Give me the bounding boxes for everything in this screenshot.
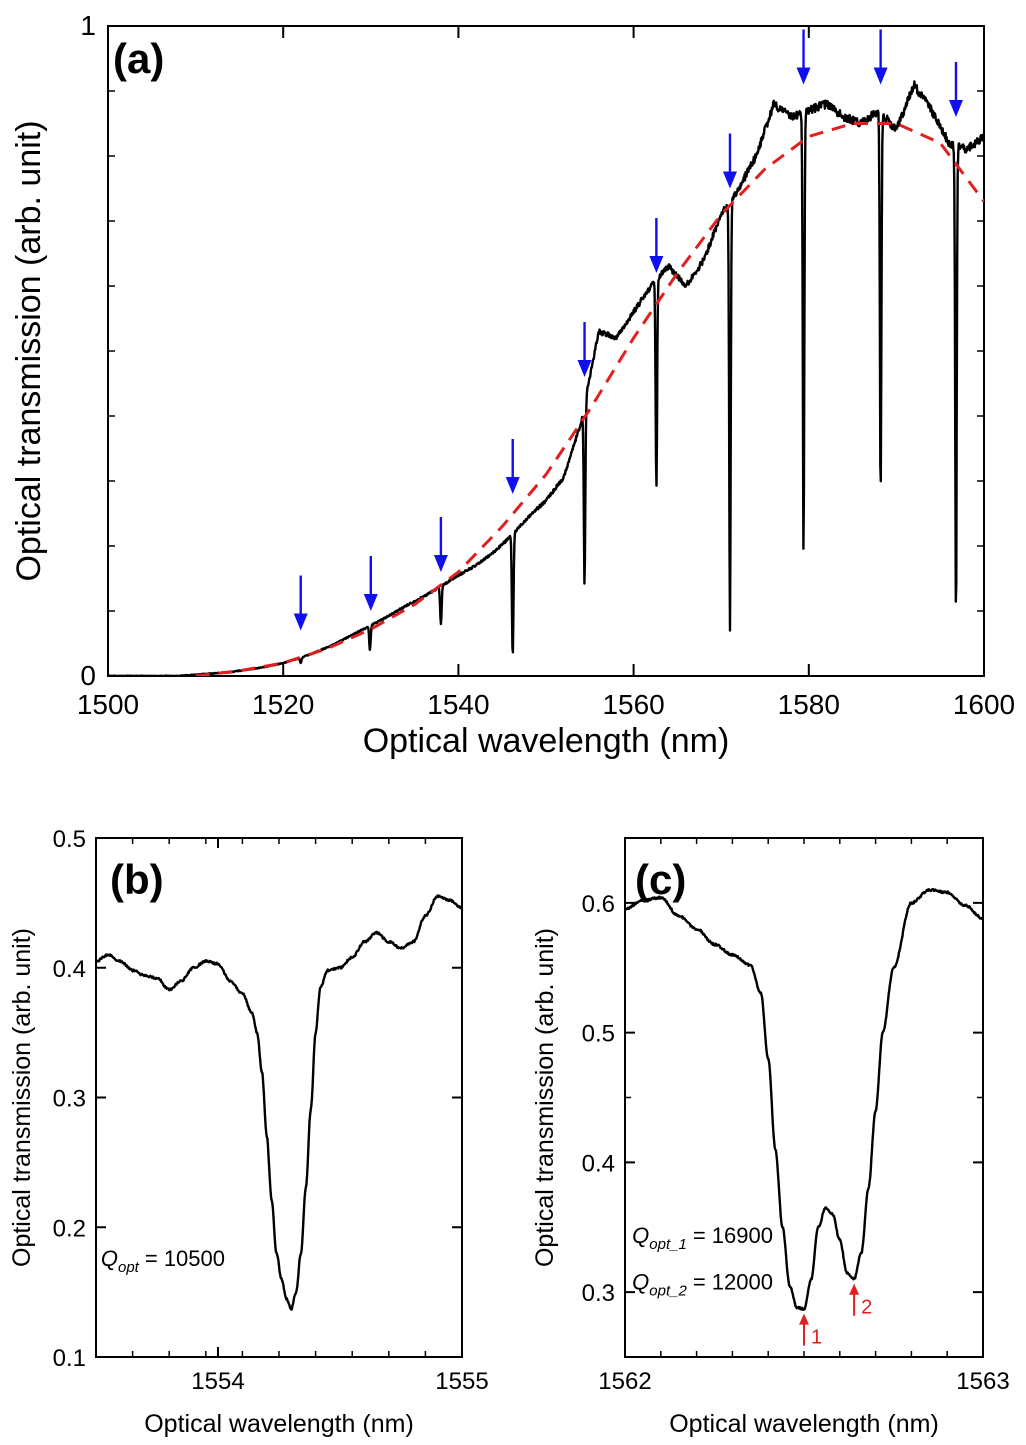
x-axis-title: Optical wavelength (nm) (669, 1410, 939, 1438)
resonance-arrow-head (873, 67, 888, 85)
resonance-arrow-head (433, 555, 448, 572)
plot-area (96, 894, 462, 1311)
q-symbol: Q (632, 1223, 649, 1248)
q-value: = 10500 (145, 1246, 225, 1271)
y-tick-label: 0.4 (53, 956, 86, 983)
resonance-arrow-head (293, 613, 308, 631)
resonance-arrow-head (796, 67, 811, 85)
panel-label: (b) (110, 856, 164, 903)
x-axis-title: Optical wavelength (nm) (363, 722, 730, 760)
x-tick-label: 1554 (191, 1368, 244, 1395)
y-axis-title: Optical transmission (arb. unit) (8, 928, 36, 1267)
transmission-trace (96, 894, 462, 1311)
y-tick-label: 0.5 (582, 1021, 615, 1048)
x-tick-label: 1562 (598, 1368, 651, 1395)
plot-area (108, 80, 984, 676)
panel-label: (c) (635, 856, 686, 903)
resonance-arrow-head (948, 100, 963, 117)
y-tick-label: 0.2 (53, 1215, 86, 1242)
plot-area (625, 888, 983, 1311)
x-tick-label: 1600 (953, 689, 1015, 720)
fit-curve (195, 122, 984, 676)
y-tick-label: 0.4 (582, 1150, 615, 1177)
y-axis-title: Optical transmission (arb. unit) (531, 928, 559, 1267)
panel-c: 1562 1563 0.3 0.4 0.5 0.6 Optical wavelength (… (531, 837, 1010, 1438)
plot-frame (95, 837, 463, 1358)
panel-b: 1554 1555 0.1 0.2 0.3 0.4 0.5 Optical wavelengt… (8, 826, 489, 1438)
x-tick-label: 1580 (778, 689, 840, 720)
y-axis-title: Optical transmission (arb. unit) (10, 120, 48, 581)
y-tick-label: 0 (80, 660, 96, 691)
q-subscript: opt_1 (649, 1236, 687, 1253)
resonance-arrow-head (649, 256, 664, 273)
y-tick-label: 0.3 (53, 1086, 86, 1113)
y-tick-label: 0.6 (582, 891, 615, 918)
q-value: = 12000 (693, 1270, 773, 1295)
transmission-trace (108, 80, 984, 676)
y-tick-label: 0.1 (53, 1345, 86, 1372)
y-tick-label: 1 (80, 10, 96, 41)
q-factor-label: Qopt_2 = 12000 (632, 1270, 773, 1300)
x-tick-label: 1560 (602, 689, 664, 720)
q-factor-label: Qopt_1 = 16900 (632, 1223, 773, 1253)
resonance-arrow-head (577, 360, 592, 377)
x-tick-label: 1500 (77, 689, 139, 720)
resonance-arrow-head (722, 171, 737, 189)
y-tick-label: 0.5 (53, 826, 86, 853)
x-tick-label: 1540 (427, 689, 489, 720)
mode-arrow-head (799, 1313, 809, 1325)
x-tick-label: 1563 (956, 1368, 1009, 1395)
q-factor-label: Qopt = 10500 (101, 1246, 225, 1276)
x-axis-title: Optical wavelength (nm) (144, 1410, 414, 1438)
q-subscript: opt (118, 1259, 140, 1276)
q-subscript: opt_2 (649, 1283, 687, 1300)
transmission-trace (625, 888, 983, 1311)
q-symbol: Q (632, 1270, 649, 1295)
resonance-arrow-head (363, 594, 378, 611)
mode-arrow-label: 1 (811, 1327, 822, 1349)
x-tick-label: 1520 (252, 689, 314, 720)
q-symbol: Q (101, 1246, 118, 1271)
q-value: = 16900 (693, 1223, 773, 1248)
panel-a: 1500 1520 1540 1560 1580 1600 0 1 Optical wavele… (10, 10, 1015, 760)
x-tick-label: 1555 (435, 1368, 488, 1395)
mode-arrow-label: 2 (861, 1297, 872, 1319)
mode-arrow-head (849, 1283, 860, 1295)
y-tick-label: 0.3 (582, 1280, 615, 1307)
resonance-arrow-head (505, 477, 520, 494)
panel-label: (a) (113, 35, 164, 82)
